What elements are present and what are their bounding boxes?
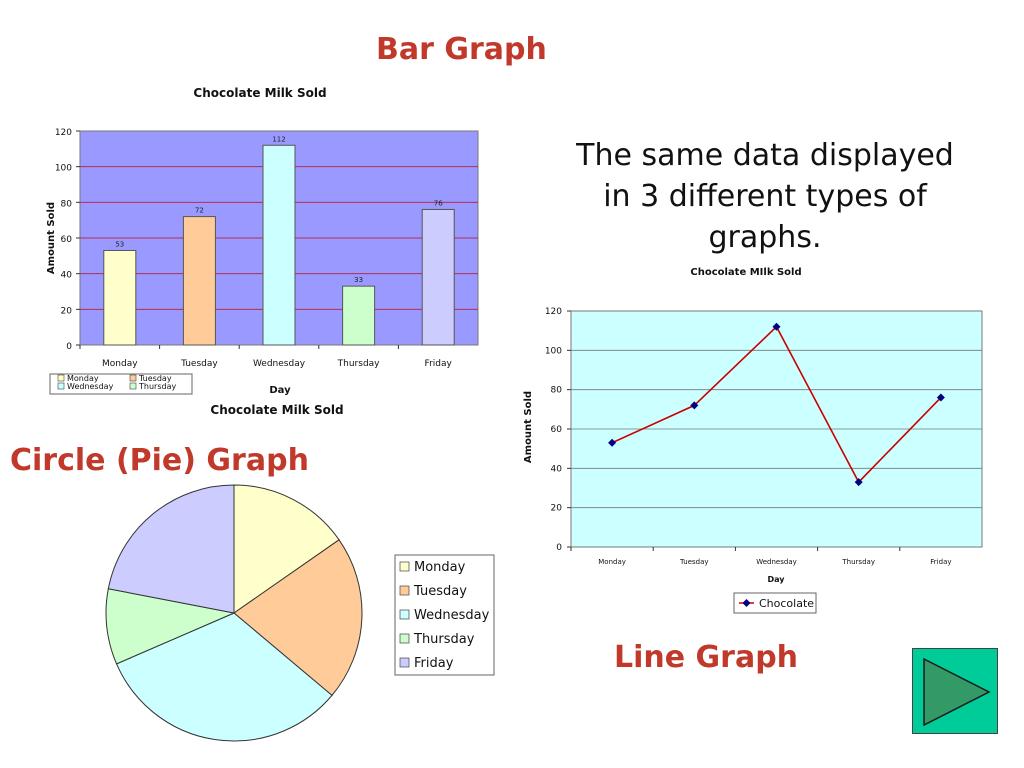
bar-data-label: 76: [434, 199, 443, 207]
bar-legend-label: Tuesday: [138, 374, 172, 383]
line-point-marker: [608, 438, 617, 447]
bar: [421, 208, 455, 346]
line-x-tick-label: Thursday: [841, 558, 875, 566]
bar-legend-box: [49, 373, 193, 395]
line-legend-box: [733, 592, 817, 614]
bar-x-tick-label: Monday: [102, 359, 138, 369]
line-y-tick-label: 40: [551, 464, 563, 474]
pie-legend-swatch: [399, 657, 410, 668]
line-point-marker: [936, 393, 945, 402]
line-y-tick-label: 120: [545, 307, 562, 317]
bar-y-tick-label: 20: [61, 306, 73, 316]
bar-chart-title: Chocolate Milk Sold: [193, 86, 326, 100]
next-slide-button[interactable]: [912, 648, 998, 734]
bar: [342, 285, 376, 346]
bar-x-tick-label: Friday: [425, 359, 453, 369]
pie-slice: [233, 539, 363, 697]
line-y-tick-label: 80: [551, 386, 563, 396]
bar-x-axis-label: Day: [269, 385, 291, 396]
pie-legend-swatch: [399, 609, 410, 620]
pie-legend-label: Monday: [414, 560, 466, 575]
pie-graph-heading: Circle (Pie) Graph: [10, 443, 309, 478]
bar-data-label: 33: [354, 276, 363, 284]
bar-x-tick-label: Thursday: [337, 359, 381, 369]
bar-x-tick-label: Wednesday: [253, 359, 306, 369]
line-y-tick-label: 0: [556, 543, 562, 553]
pie-legend: Monday Tuesday Wednesday Thursday Friday: [394, 554, 495, 676]
line-x-tick-label: Wednesday: [756, 558, 797, 566]
line-point-marker: [690, 401, 699, 410]
bar: [103, 249, 137, 346]
bar-y-tick-label: 120: [55, 128, 72, 138]
bar-y-tick-label: 80: [61, 199, 73, 209]
pie-chart: Monday Tuesday Wednesday Thursday Friday: [105, 484, 495, 742]
bar-legend-swatch: [129, 374, 137, 382]
play-arrow-icon: [923, 657, 991, 727]
line-x-tick-label: Tuesday: [679, 558, 708, 566]
bar-y-tick-label: 40: [61, 271, 73, 281]
line-chart: Chocolate MIlk Sold 0 20 40 60 80 100 120 Monda…: [523, 267, 983, 614]
line-x-axis-label: Day: [767, 575, 785, 584]
pie-legend-swatch: [399, 633, 410, 644]
pie-slice: [107, 484, 235, 614]
bar-y-tick-label: 60: [61, 235, 73, 245]
bar: [182, 216, 216, 346]
pie-slice: [115, 612, 333, 742]
bar: [262, 144, 296, 346]
bar-legend-swatch: [57, 382, 65, 390]
line-legend-label: Chocolate: [759, 597, 814, 610]
line-graph-heading: Line Graph: [614, 640, 799, 675]
pie-legend-label: Wednesday: [414, 608, 490, 623]
bar-legend-label: Wednesday: [67, 382, 114, 391]
line-x-tick-label: Monday: [598, 558, 626, 566]
bar-data-label: 112: [272, 135, 285, 143]
pie-legend-label: Friday: [414, 656, 454, 671]
bar-graph-heading: Bar Graph: [376, 32, 547, 67]
description-caption: The same data displayed in 3 different t…: [576, 138, 954, 255]
bar-chart-footer-title: Chocolate Milk Sold: [210, 403, 343, 417]
bar-x-tick-label: Tuesday: [180, 359, 218, 369]
pie-slice: [233, 484, 340, 614]
line-y-axis-label: Amount Sold: [523, 391, 534, 463]
line-point-marker: [854, 478, 863, 487]
bar-legend-label: Thursday: [138, 382, 176, 391]
bar-legend-swatch: [129, 382, 137, 390]
bar-legend-swatch: [57, 374, 65, 382]
pie-legend-swatch: [399, 585, 410, 596]
bar-y-tick-label: 0: [66, 342, 72, 352]
line-point-marker: [772, 322, 781, 331]
bar-data-label: 72: [195, 207, 204, 215]
bar-y-axis-label: Amount Sold: [46, 202, 57, 274]
line-chart-title: Chocolate MIlk Sold: [690, 267, 801, 278]
bar-y-tick-label: 100: [55, 164, 72, 174]
line-legend-marker: [742, 599, 751, 607]
bar-chart: Chocolate Milk Sold 53 72 112 33 76 0 20 40 60 8…: [46, 86, 479, 417]
line-y-tick-label: 60: [551, 425, 563, 435]
line-legend: Chocolate: [733, 592, 817, 614]
pie-legend-label: Tuesday: [413, 584, 467, 599]
line-x-tick-label: Friday: [930, 558, 951, 566]
pie-legend-box: [394, 554, 495, 676]
pie-slice: [105, 588, 236, 665]
pie-legend-label: Thursday: [413, 632, 475, 647]
bar-legend-label: Monday: [67, 374, 99, 383]
bar-legend: Monday Tuesday Wednesday Thursday: [49, 373, 193, 395]
pie-legend-swatch: [399, 561, 410, 572]
line-y-tick-label: 100: [545, 346, 562, 356]
bar-data-label: 53: [115, 240, 124, 248]
line-y-tick-label: 20: [551, 504, 563, 514]
